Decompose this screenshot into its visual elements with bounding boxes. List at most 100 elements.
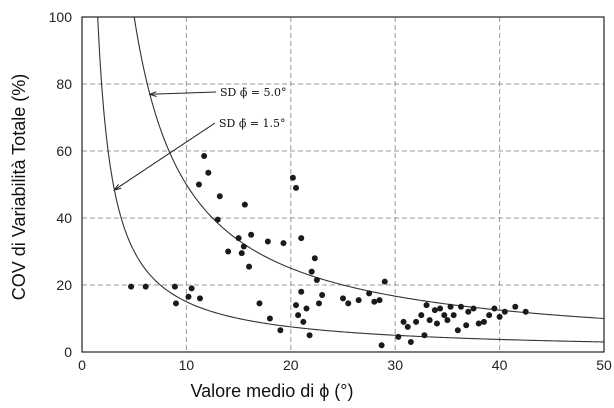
y-tick-labels: 0 20 40 60 80 100 <box>49 9 73 360</box>
x-tick-label: 40 <box>492 357 508 373</box>
data-point <box>298 235 305 242</box>
x-tick-label: 20 <box>283 357 299 373</box>
data-point <box>496 313 503 320</box>
data-point <box>413 318 420 325</box>
data-point <box>142 283 149 290</box>
y-tick-label: 0 <box>64 344 72 360</box>
data-point <box>298 288 305 295</box>
y-tick-label: 60 <box>56 143 72 159</box>
data-point <box>441 312 448 319</box>
data-point <box>295 312 302 319</box>
data-point <box>195 181 202 188</box>
y-tick-label: 20 <box>56 277 72 293</box>
data-point <box>491 305 498 312</box>
data-point <box>470 305 477 312</box>
data-point <box>308 268 315 275</box>
data-point <box>447 303 454 310</box>
data-point <box>306 332 313 339</box>
data-point <box>246 263 253 270</box>
y-tick-label: 100 <box>49 9 73 25</box>
data-point <box>171 283 178 290</box>
curve-annotation: SD ϕ̄ = 1.5° <box>219 117 286 130</box>
curves <box>97 16 605 343</box>
data-point <box>433 320 440 327</box>
x-tick-label: 0 <box>78 357 86 373</box>
data-point <box>431 307 438 314</box>
data-point <box>313 276 320 283</box>
data-point <box>465 308 472 315</box>
data-point <box>266 315 273 322</box>
data-point <box>196 295 203 302</box>
data-point <box>303 305 310 312</box>
data-points <box>128 153 529 349</box>
data-point <box>293 302 300 309</box>
data-point <box>240 243 247 250</box>
data-point <box>522 308 529 315</box>
data-point <box>407 338 414 345</box>
data-point <box>241 201 248 208</box>
data-point <box>381 278 388 285</box>
data-point <box>214 216 221 223</box>
data-point <box>235 235 242 242</box>
data-point <box>248 231 255 238</box>
plot-frame <box>81 16 605 353</box>
data-point <box>501 308 508 315</box>
x-tick-label: 30 <box>387 357 403 373</box>
y-axis-label: COV di Variabilità Totale (%) <box>9 74 29 300</box>
data-point <box>371 298 378 305</box>
data-point <box>426 317 433 324</box>
data-point <box>378 342 385 349</box>
curve-annotation: SD ϕ̄ = 5.0° <box>220 86 287 99</box>
grid <box>82 17 604 352</box>
data-point <box>264 238 271 245</box>
data-point <box>457 303 464 310</box>
data-point <box>423 302 430 309</box>
x-tick-labels: 0 10 20 30 40 50 <box>78 357 612 373</box>
data-point <box>463 322 470 329</box>
data-point <box>225 248 232 255</box>
x-tick-label: 50 <box>596 357 612 373</box>
data-point <box>355 297 362 304</box>
data-point <box>188 285 195 292</box>
data-point <box>512 303 519 310</box>
x-axis-label: Valore medio di ϕ (°) <box>190 381 353 401</box>
y-tick-label: 80 <box>56 76 72 92</box>
annotation-arrow <box>149 91 217 95</box>
data-point <box>311 255 318 262</box>
data-point <box>300 318 307 325</box>
data-point <box>128 283 135 290</box>
data-point <box>185 293 192 300</box>
annotation-arrowhead <box>113 183 122 191</box>
annotation-arrow <box>114 122 216 191</box>
data-point <box>395 333 402 340</box>
data-point <box>238 250 245 257</box>
annotation-arrowhead <box>148 91 157 97</box>
annotations: SD ϕ̄ = 5.0° SD ϕ̄ = 1.5° <box>113 86 287 191</box>
data-point <box>340 295 346 302</box>
data-point <box>376 297 383 304</box>
data-point <box>404 323 411 330</box>
data-point <box>486 312 493 319</box>
sd-curve <box>133 16 605 320</box>
data-point <box>421 332 428 339</box>
data-point <box>400 318 407 325</box>
data-point <box>277 327 284 334</box>
sd-curve <box>97 16 605 343</box>
data-point <box>280 240 287 247</box>
data-point <box>201 153 208 160</box>
data-point <box>216 193 223 200</box>
data-point <box>418 312 425 319</box>
data-point <box>437 305 444 312</box>
data-point <box>293 184 300 191</box>
data-point <box>366 290 373 297</box>
data-point <box>256 300 263 307</box>
data-point <box>345 300 352 307</box>
x-tick-label: 10 <box>179 357 195 373</box>
data-point <box>480 318 487 325</box>
y-tick-label: 40 <box>56 210 72 226</box>
data-point <box>205 169 212 176</box>
data-point <box>475 320 482 327</box>
data-point <box>454 327 461 334</box>
data-point <box>315 300 322 307</box>
